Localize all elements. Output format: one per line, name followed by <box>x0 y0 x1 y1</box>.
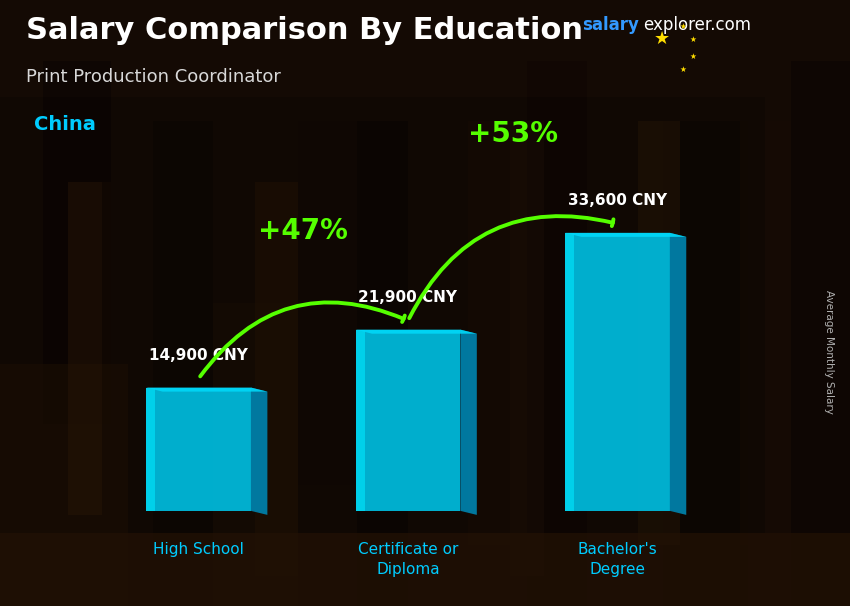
Bar <box>510 121 544 576</box>
Text: Bachelor's
Degree: Bachelor's Degree <box>577 542 657 577</box>
Bar <box>0 533 850 606</box>
Text: 14,900 CNY: 14,900 CNY <box>149 348 248 363</box>
Text: Certificate or
Diploma: Certificate or Diploma <box>358 542 458 577</box>
Polygon shape <box>565 233 670 511</box>
Bar <box>255 182 298 576</box>
Text: Salary Comparison By Education: Salary Comparison By Education <box>26 16 582 45</box>
Text: explorer.com: explorer.com <box>643 16 751 35</box>
Bar <box>0 364 128 606</box>
Polygon shape <box>146 388 251 511</box>
Polygon shape <box>565 233 574 511</box>
Polygon shape <box>355 330 365 511</box>
Bar <box>790 61 850 606</box>
Polygon shape <box>670 233 686 515</box>
Text: 33,600 CNY: 33,600 CNY <box>568 193 667 208</box>
Bar <box>212 303 298 606</box>
Bar <box>357 121 408 606</box>
Bar <box>42 61 110 424</box>
Text: ★: ★ <box>654 30 670 48</box>
Polygon shape <box>146 388 268 391</box>
Polygon shape <box>251 388 268 515</box>
Bar <box>595 121 663 485</box>
Bar <box>153 121 212 545</box>
Text: China: China <box>34 115 96 134</box>
Polygon shape <box>355 330 461 511</box>
Text: salary: salary <box>582 16 639 35</box>
Text: Average Monthly Salary: Average Monthly Salary <box>824 290 834 413</box>
Text: High School: High School <box>153 542 244 558</box>
Bar <box>527 61 586 606</box>
Text: ★: ★ <box>689 52 696 61</box>
Bar <box>663 121 748 606</box>
Text: ★: ★ <box>680 22 687 31</box>
Text: 21,900 CNY: 21,900 CNY <box>359 290 457 305</box>
Polygon shape <box>461 330 477 515</box>
Text: Print Production Coordinator: Print Production Coordinator <box>26 68 280 85</box>
Bar <box>102 182 153 485</box>
Bar <box>638 121 680 545</box>
Bar <box>740 121 799 545</box>
Text: ★: ★ <box>680 65 687 73</box>
Text: +47%: +47% <box>258 217 348 245</box>
Text: ★: ★ <box>689 35 696 44</box>
Bar <box>0 97 765 533</box>
Text: +53%: +53% <box>468 120 558 148</box>
Polygon shape <box>565 233 686 237</box>
Polygon shape <box>355 330 477 334</box>
Bar <box>298 121 366 485</box>
Polygon shape <box>146 388 156 511</box>
Bar <box>68 182 102 515</box>
Bar <box>468 121 544 545</box>
